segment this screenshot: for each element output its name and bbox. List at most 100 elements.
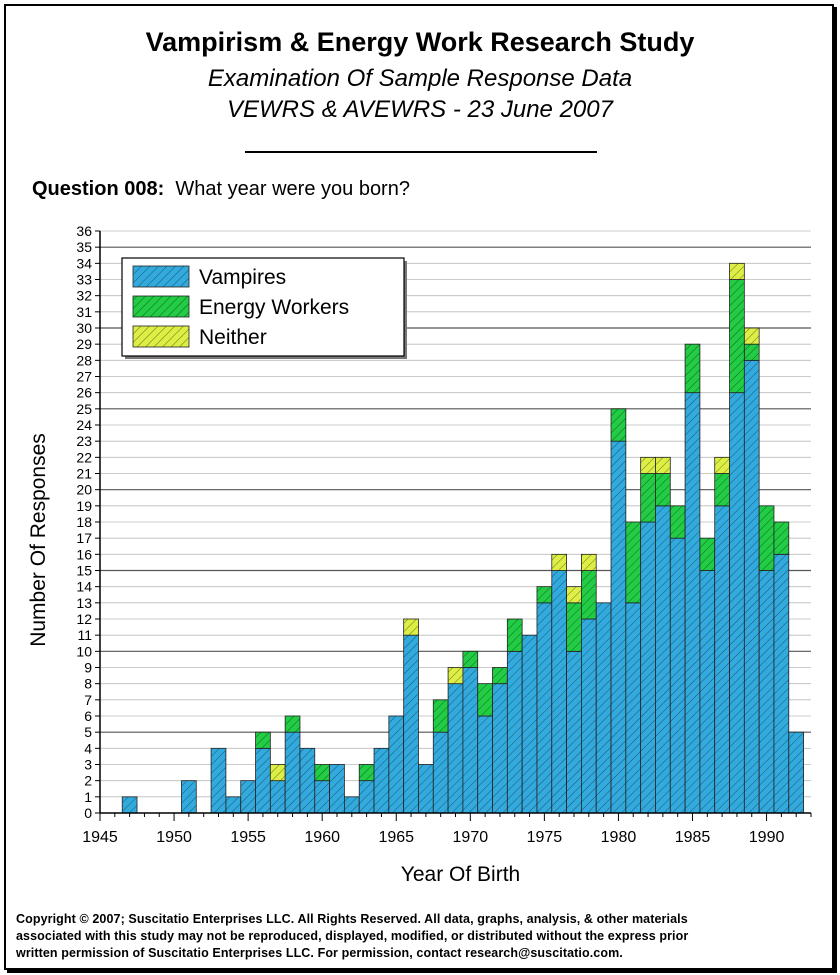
vampires-bar-segment	[447, 683, 464, 814]
vampires-bar-segment	[729, 392, 745, 814]
vampires-bar-segment	[699, 570, 716, 814]
energy-workers-bar-segment	[536, 586, 553, 604]
title-divider	[245, 151, 597, 153]
legend-vampires-swatch	[132, 265, 190, 288]
x-tick-label: 1965	[378, 829, 414, 846]
vampires-bar-segment	[462, 667, 479, 814]
page-title: Vampirism & Energy Work Research Study	[145, 27, 695, 57]
legend-energy-workers-swatch	[132, 295, 190, 318]
copyright-line-2: associated with this study may not be re…	[16, 929, 689, 943]
energy-workers-bar-segment	[432, 699, 449, 733]
y-tick-label: 7	[84, 692, 92, 708]
vampires-bar-segment	[181, 780, 197, 814]
vampires-bar-segment	[269, 780, 286, 814]
vampires-bar-segment	[788, 731, 804, 814]
y-tick-label: 28	[76, 352, 92, 368]
y-tick-label: 19	[76, 498, 92, 514]
vampires-bar-segment	[758, 570, 775, 814]
neither-bar-segment	[655, 456, 671, 474]
energy-workers-bar-segment	[699, 537, 716, 571]
energy-workers-bar-segment	[714, 473, 730, 507]
vampires-bar-segment	[329, 764, 345, 814]
energy-workers-bar-segment	[314, 764, 330, 782]
vampires-bar-segment	[284, 731, 301, 814]
vampires-bar-segment	[314, 780, 330, 814]
vampires-bar-segment	[506, 650, 523, 814]
vampires-bar-segment	[625, 602, 642, 814]
vampires-bar-segment	[225, 796, 242, 814]
vampires-bar-segment	[640, 521, 656, 814]
question-number: Question 008	[32, 178, 158, 200]
copyright-notice: Copyright © 2007; Suscitatio Enterprises…	[16, 911, 826, 962]
vampires-bar-segment	[655, 505, 671, 814]
neither-bar-segment	[743, 327, 760, 345]
neither-bar-segment	[566, 586, 582, 604]
y-tick-label: 23	[76, 433, 92, 449]
vampires-bar-segment	[299, 747, 316, 814]
vampires-bar-segment	[358, 780, 375, 814]
energy-workers-bar-segment	[625, 521, 642, 604]
energy-workers-bar-segment	[669, 505, 686, 539]
vampires-bar-segment	[477, 715, 493, 814]
neither-bar-segment	[403, 618, 419, 636]
x-tick-label: 1950	[156, 829, 192, 846]
y-tick-label: 17	[76, 530, 92, 546]
copyright-line-3: written permission of Suscitatio Enterpr…	[16, 946, 623, 960]
y-tick-label: 34	[76, 255, 92, 271]
energy-workers-bar-segment	[255, 731, 271, 749]
y-tick-label: 6	[84, 708, 92, 724]
neither-bar-segment	[447, 667, 464, 685]
energy-workers-bar-segment	[640, 473, 656, 523]
y-tick-label: 10	[76, 643, 92, 659]
y-tick-label: 3	[84, 757, 92, 773]
copyright-line-1: Copyright © 2007; Suscitatio Enterprises…	[16, 912, 688, 926]
vampires-bar-segment	[121, 796, 138, 814]
vampires-bar-segment	[388, 715, 405, 814]
energy-workers-bar-segment	[462, 650, 479, 668]
y-tick-label: 33	[76, 272, 92, 288]
x-tick-label: 1985	[675, 829, 711, 846]
vampires-bar-segment	[521, 634, 538, 814]
x-tick-label: 1990	[749, 829, 785, 846]
vampires-bar-segment	[210, 747, 227, 814]
y-tick-label: 21	[76, 466, 92, 482]
energy-workers-bar-segment	[566, 602, 582, 652]
vampires-bar-segment	[610, 440, 627, 814]
energy-workers-bar-segment	[477, 683, 493, 717]
y-tick-label: 20	[76, 482, 92, 498]
y-tick-label: 22	[76, 449, 92, 465]
neither-bar-segment	[640, 456, 656, 474]
vampires-bar-segment	[566, 650, 582, 814]
legend: Vampires Energy Workers Neither	[121, 257, 407, 359]
vampires-bar-segment	[344, 796, 360, 814]
x-tick-label: 1945	[82, 829, 118, 846]
neither-bar-segment	[269, 764, 286, 782]
y-tick-label: 32	[76, 288, 92, 304]
y-tick-label: 2	[84, 773, 92, 789]
y-tick-label: 16	[76, 546, 92, 562]
question-text: What year were you born?	[175, 178, 410, 200]
vampires-bar-segment	[773, 553, 790, 814]
y-tick-label: 14	[76, 579, 92, 595]
energy-workers-bar-segment	[610, 408, 627, 442]
energy-workers-bar-segment	[284, 715, 301, 733]
x-tick-label: 1955	[230, 829, 266, 846]
vampires-bar-segment	[595, 602, 612, 814]
neither-bar-segment	[729, 262, 745, 280]
energy-workers-bar-segment	[492, 667, 508, 685]
vampires-bar-segment	[240, 780, 256, 814]
bars-layer	[121, 262, 804, 814]
y-tick-label: 30	[76, 320, 92, 336]
x-tick-label: 1980	[601, 829, 637, 846]
y-tick-label: 31	[76, 304, 92, 320]
vampires-bar-segment	[581, 618, 597, 814]
x-tick-label: 1970	[453, 829, 489, 846]
y-tick-label: 25	[76, 401, 92, 417]
y-tick-label: 18	[76, 514, 92, 530]
vampires-bar-segment	[403, 634, 419, 814]
y-axis-label: Number Of Responses	[27, 433, 50, 647]
y-tick-label: 35	[76, 239, 92, 255]
neither-bar-segment	[551, 553, 567, 571]
y-tick-label: 15	[76, 563, 92, 579]
